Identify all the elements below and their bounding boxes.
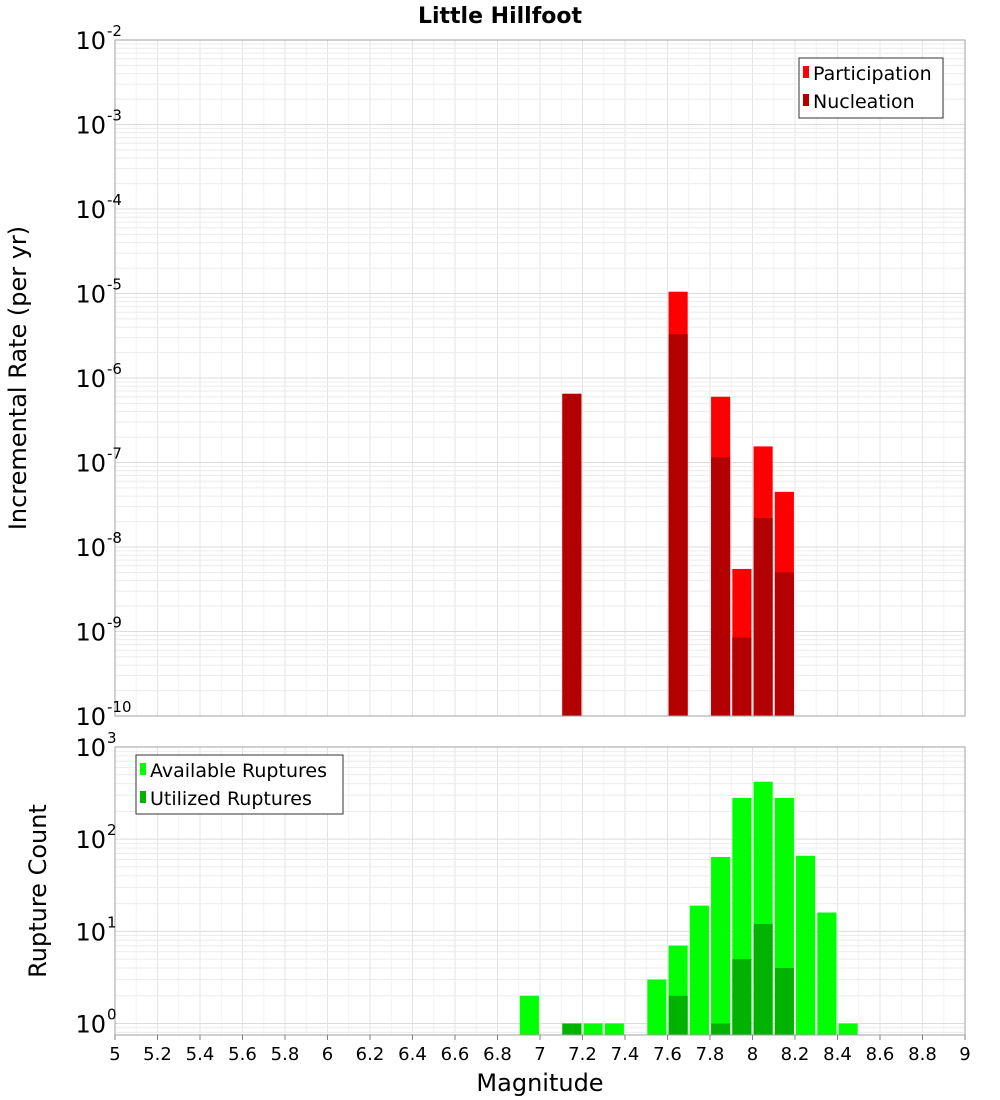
- rate-y-tick-label: 10: [75, 703, 106, 731]
- x-tick-label: 8.6: [866, 1044, 895, 1065]
- x-tick-label: 8: [747, 1044, 758, 1065]
- rate-y-tick-exponent: -3: [107, 107, 122, 125]
- rate-grid: [114, 39, 966, 717]
- x-tick-label: 7.8: [696, 1044, 725, 1065]
- rate-y-tick-exponent: -9: [107, 614, 122, 632]
- participation-legend-label: Participation: [813, 63, 932, 85]
- count-legend-box: [135, 754, 344, 815]
- count-y-tick-exponent: 1: [107, 913, 117, 931]
- available-ruptures-bar: [796, 855, 816, 1035]
- rate-y-tick-exponent: -6: [107, 360, 122, 378]
- x-tick-label: 8.2: [781, 1044, 810, 1065]
- available-ruptures-bar: [817, 912, 837, 1035]
- utilized-ruptures-bar: [711, 1023, 731, 1035]
- utilized-ruptures-bar: [668, 995, 688, 1035]
- x-tick-label: 6: [322, 1044, 333, 1065]
- utilized-ruptures-bar: [732, 959, 752, 1035]
- x-tick-label: 5.6: [228, 1044, 257, 1065]
- available-ruptures-bar: [604, 1023, 624, 1035]
- rate-y-tick-label: 10: [75, 196, 106, 224]
- rate-y-tick-label: 10: [75, 450, 106, 478]
- x-tick-label: 8.4: [823, 1044, 852, 1065]
- count-bars: [519, 781, 858, 1035]
- count-y-tick-exponent: 2: [107, 821, 117, 839]
- nucleation-legend-label: Nucleation: [813, 91, 915, 113]
- available-ruptures-bar: [519, 995, 539, 1035]
- rate-y-tick-label: 10: [75, 27, 106, 55]
- rate-y-tick-label: 10: [75, 365, 106, 393]
- x-tick-label: 6.6: [441, 1044, 470, 1065]
- x-tick-label: 8.8: [908, 1044, 937, 1065]
- available-ruptures-bar: [689, 905, 709, 1035]
- rate-y-tick-label: 10: [75, 619, 106, 647]
- count-y-tick-exponent: 3: [107, 729, 117, 747]
- count-x-ticks: 5 5.2 5.4 5.6 5.8 6 6.2 6.4 6.6 6.8 7 7.2 7.4 7.6 7.8 8…: [109, 1035, 971, 1065]
- x-tick-label: 7.4: [611, 1044, 640, 1065]
- available-legend-label: Available Ruptures: [150, 760, 327, 782]
- count-y-tick-label: 10: [75, 826, 106, 854]
- rate-y-tick-exponent: -5: [107, 276, 122, 294]
- x-tick-label: 6.4: [398, 1044, 427, 1065]
- nucleation-bar: [711, 457, 731, 716]
- count-legend: Available Ruptures Utilized Ruptures: [135, 754, 344, 815]
- x-tick-label: 5.8: [271, 1044, 300, 1065]
- x-tick-label: 7.2: [568, 1044, 597, 1065]
- count-y-tick-label: 10: [75, 734, 106, 762]
- x-tick-label: 6.2: [356, 1044, 385, 1065]
- rate-legend: Participation Nucleation: [798, 57, 944, 119]
- utilized-ruptures-bar: [753, 924, 773, 1035]
- rate-y-tick-exponent: -10: [107, 698, 132, 716]
- count-y-tick-label: 10: [75, 1010, 106, 1038]
- rate-y-tick-exponent: -7: [107, 445, 122, 463]
- x-tick-label: 5.2: [143, 1044, 172, 1065]
- x-tick-label: 7.6: [653, 1044, 682, 1065]
- available-legend-swatch: [140, 763, 146, 775]
- count-y-axis-label: Rupture Count: [24, 804, 52, 978]
- nucleation-bar: [562, 393, 582, 716]
- rate-y-tick-label: 10: [75, 112, 106, 140]
- rate-bars: [562, 291, 794, 716]
- x-tick-label: 9: [959, 1044, 970, 1065]
- nucleation-bar: [668, 334, 688, 716]
- nucleation-bar: [732, 637, 752, 716]
- nucleation-bar: [753, 518, 773, 716]
- available-ruptures-bar: [583, 1023, 603, 1035]
- available-ruptures-bar: [711, 857, 731, 1035]
- count-y-tick-label: 10: [75, 918, 106, 946]
- participation-legend-swatch: [803, 66, 809, 78]
- utilized-legend-swatch: [140, 791, 146, 803]
- utilized-ruptures-bar: [774, 967, 794, 1035]
- count-y-tick-exponent: 0: [107, 1005, 117, 1023]
- x-tick-label: 5.4: [186, 1044, 215, 1065]
- available-ruptures-bar: [838, 1023, 858, 1035]
- rate-plot-frame: [114, 39, 966, 717]
- rate-y-tick-label: 10: [75, 534, 106, 562]
- available-ruptures-bar: [647, 979, 667, 1035]
- nucleation-bar: [774, 572, 794, 716]
- x-tick-label: 6.8: [483, 1044, 512, 1065]
- rate-y-axis-label: Incremental Rate (per yr): [4, 226, 32, 530]
- rate-y-tick-exponent: -2: [107, 22, 122, 40]
- rate-y-tick-exponent: -8: [107, 529, 122, 547]
- x-tick-label: 7: [534, 1044, 545, 1065]
- x-tick-label: 5: [109, 1044, 120, 1065]
- rate-legend-box: [798, 57, 944, 119]
- nucleation-legend-swatch: [803, 94, 809, 106]
- rate-y-tick-label: 10: [75, 281, 106, 309]
- rate-y-tick-exponent: -4: [107, 191, 122, 209]
- chart-title: Little Hillfoot: [418, 4, 583, 29]
- utilized-legend-label: Utilized Ruptures: [150, 788, 312, 810]
- x-axis-label: Magnitude: [476, 1069, 603, 1097]
- utilized-ruptures-bar: [562, 1023, 582, 1035]
